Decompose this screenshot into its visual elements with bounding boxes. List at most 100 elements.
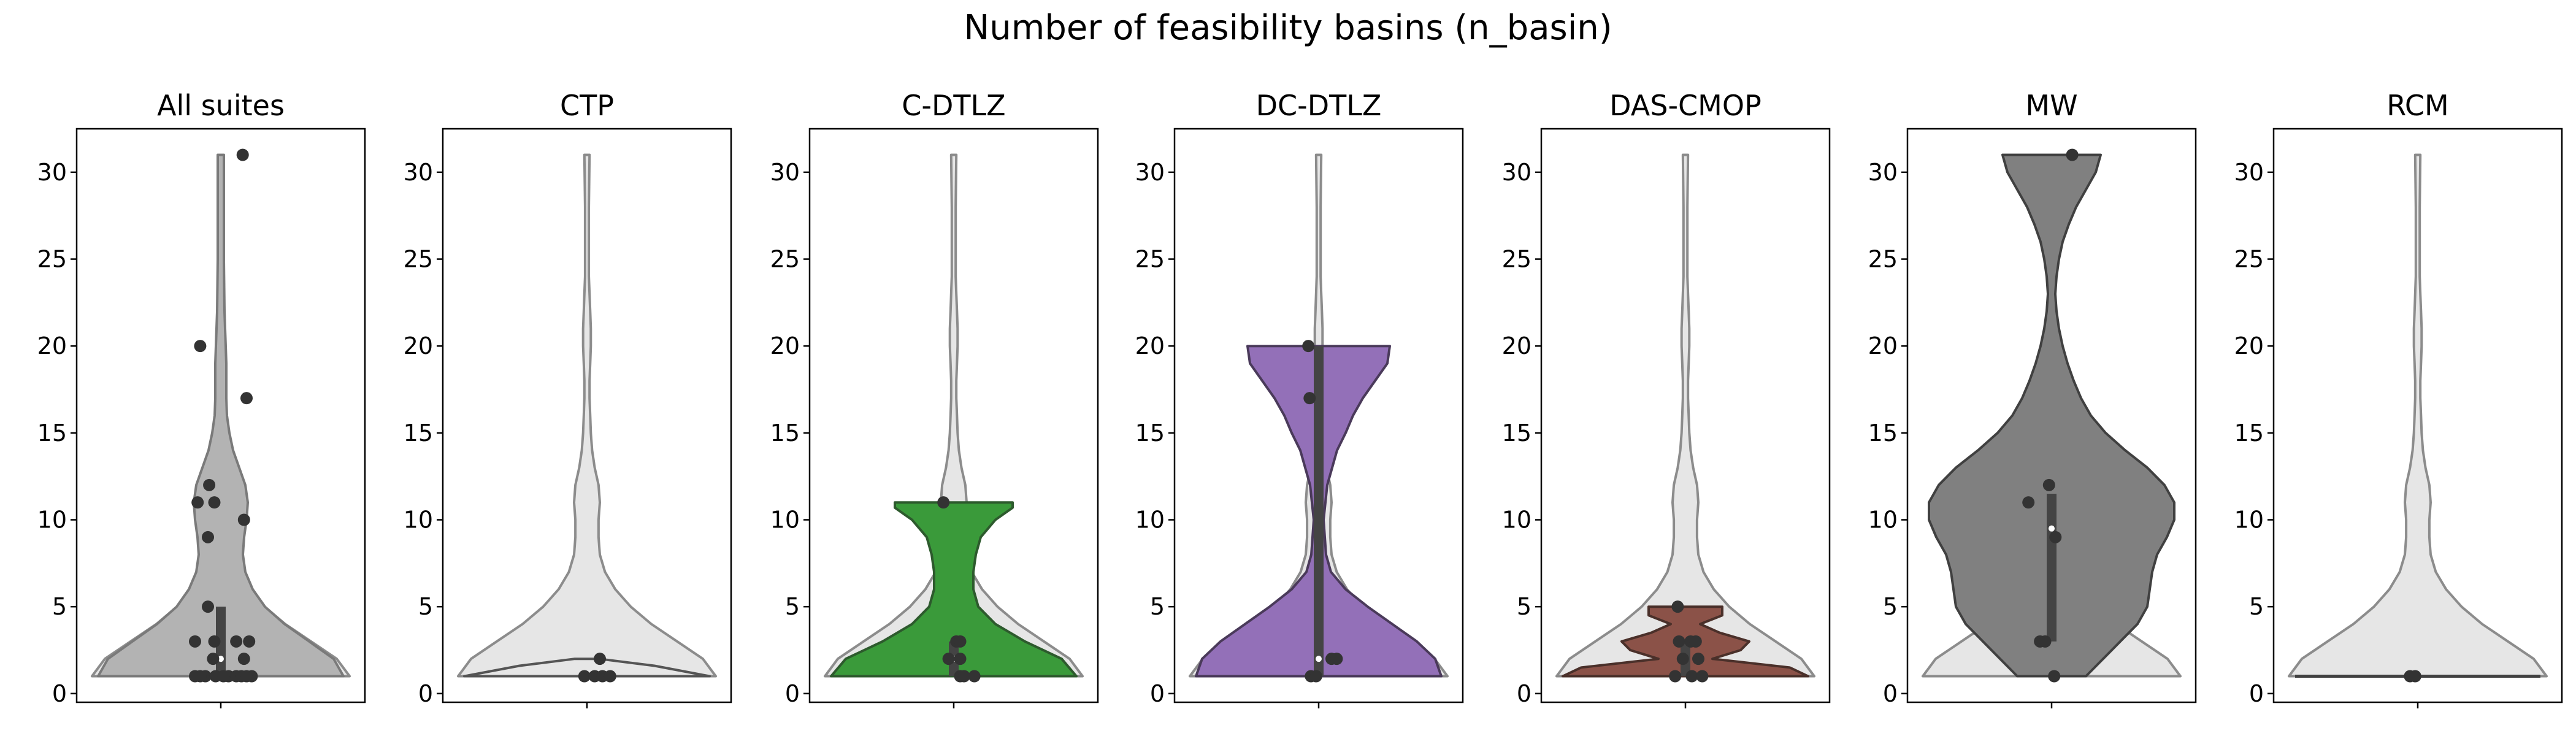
data-point <box>1302 340 1315 353</box>
iqr-box <box>2047 494 2057 642</box>
subset-violin <box>830 501 1078 678</box>
y-tick-label: 15 <box>1135 420 1165 447</box>
data-point <box>968 670 981 683</box>
iqr-box <box>1314 346 1324 677</box>
y-tick-label: 20 <box>404 332 433 359</box>
data-point <box>208 635 221 648</box>
y-tick-label: 10 <box>1135 507 1165 534</box>
y-tick-label: 25 <box>37 246 67 273</box>
panel-7: 0 5 10 15 20 25 30 RCM <box>2234 89 2563 708</box>
data-point <box>240 670 253 683</box>
background-violin <box>2288 153 2548 678</box>
y-tick-label: 20 <box>37 332 67 359</box>
panel-title: CTP <box>560 89 614 122</box>
y-tick-label: 20 <box>770 332 800 359</box>
panel-title: DAS-CMOP <box>1609 89 1761 122</box>
panel-title: All suites <box>157 89 285 122</box>
y-tick-label: 5 <box>418 593 433 620</box>
panel-title: MW <box>2025 89 2077 122</box>
panel-3: 0 5 10 15 20 25 30 C-DTLZ <box>770 89 1099 708</box>
median-marker <box>2049 525 2055 532</box>
data-point <box>594 653 606 665</box>
subset-violin <box>463 657 711 678</box>
data-point <box>604 670 616 683</box>
y-tick-label: 25 <box>404 246 433 273</box>
data-point <box>954 635 967 648</box>
data-point <box>237 653 250 665</box>
y-tick-label: 20 <box>1502 332 1531 359</box>
y-tick-label: 25 <box>1868 246 1898 273</box>
y-tick-label: 10 <box>404 507 433 534</box>
background-violin <box>457 153 717 678</box>
y-tick-label: 30 <box>404 159 433 186</box>
data-point <box>243 635 256 648</box>
data-point <box>1685 670 1698 683</box>
data-point <box>954 653 967 665</box>
data-point <box>1330 653 1343 665</box>
data-point <box>1309 670 1322 683</box>
panel-4: 0 5 10 15 20 25 30 DC-DTLZ <box>1135 89 1464 708</box>
y-tick-label: 0 <box>1517 680 1531 707</box>
y-tick-label: 15 <box>2234 420 2264 447</box>
y-tick-label: 5 <box>2249 593 2264 620</box>
data-point <box>2022 496 2035 509</box>
data-point <box>230 635 243 648</box>
y-tick-label: 15 <box>1868 420 1898 447</box>
data-point <box>207 653 220 665</box>
y-tick-label: 15 <box>770 420 800 447</box>
y-tick-label: 30 <box>2234 159 2264 186</box>
data-point <box>957 670 970 683</box>
data-point <box>1692 653 1704 665</box>
data-point <box>2042 478 2055 491</box>
data-point <box>1673 635 1685 648</box>
subset-violin <box>97 153 345 678</box>
data-point <box>202 600 214 613</box>
data-point <box>942 653 955 665</box>
y-tick-label: 0 <box>1150 680 1165 707</box>
y-tick-label: 30 <box>1135 159 1165 186</box>
y-tick-label: 5 <box>52 593 67 620</box>
y-tick-label: 30 <box>37 159 67 186</box>
y-tick-label: 10 <box>1868 507 1898 534</box>
data-point <box>2048 670 2061 683</box>
subset-violin <box>1928 153 2175 678</box>
y-tick-label: 10 <box>37 507 67 534</box>
y-tick-label: 0 <box>418 680 433 707</box>
figure-title: Number of feasibility basins (n_basin) <box>964 8 1612 48</box>
y-tick-label: 10 <box>770 507 800 534</box>
data-point <box>1669 670 1682 683</box>
violin-panels: 0 5 10 15 20 25 30 All suites 0 5 10 15 20 25 30 CTP 0 5 1… <box>37 89 2563 708</box>
data-point <box>1696 670 1709 683</box>
data-point <box>236 148 249 161</box>
y-tick-label: 0 <box>785 680 800 707</box>
y-tick-label: 5 <box>1150 593 1165 620</box>
panel-title: C-DTLZ <box>902 89 1005 122</box>
y-tick-label: 0 <box>2249 680 2264 707</box>
data-point <box>240 392 253 405</box>
y-tick-label: 5 <box>1883 593 1898 620</box>
y-tick-label: 0 <box>52 680 67 707</box>
data-point <box>217 670 230 683</box>
data-point <box>1689 635 1702 648</box>
y-tick-label: 15 <box>404 420 433 447</box>
background-violin <box>1555 153 1815 678</box>
data-point <box>194 670 207 683</box>
y-tick-label: 0 <box>1883 680 1898 707</box>
y-tick-label: 30 <box>1868 159 1898 186</box>
panel-6: 0 5 10 15 20 25 30 MW <box>1868 89 2197 708</box>
data-point <box>203 478 216 491</box>
y-tick-label: 10 <box>2234 507 2264 534</box>
y-tick-label: 15 <box>1502 420 1531 447</box>
y-tick-label: 25 <box>770 246 800 273</box>
y-tick-label: 20 <box>1868 332 1898 359</box>
data-point <box>1676 653 1689 665</box>
panel-title: RCM <box>2386 89 2448 122</box>
data-point <box>189 635 201 648</box>
y-tick-label: 30 <box>770 159 800 186</box>
y-tick-label: 25 <box>1135 246 1165 273</box>
panel-1: 0 5 10 15 20 25 30 All suites <box>37 89 366 708</box>
data-point <box>1303 392 1316 405</box>
y-tick-label: 20 <box>2234 332 2264 359</box>
y-tick-label: 5 <box>785 593 800 620</box>
